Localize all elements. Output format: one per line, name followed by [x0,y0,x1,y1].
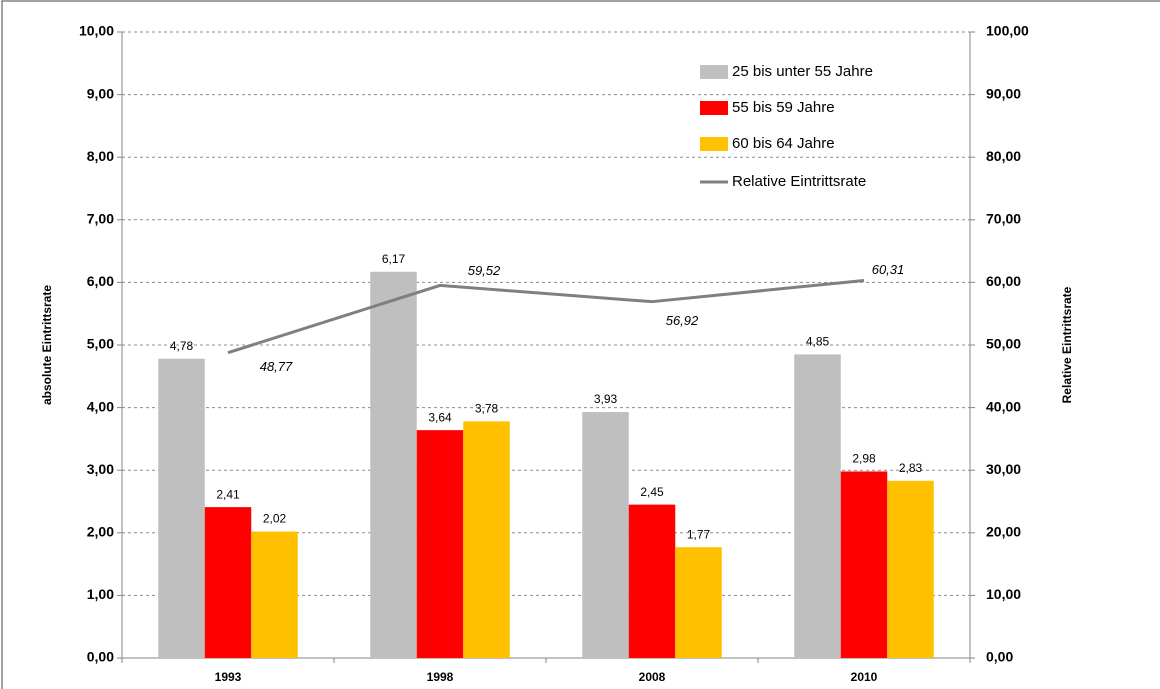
line [227,278,865,355]
legend-swatch [700,137,728,151]
bar [463,421,510,658]
value-label: 6,17 [382,252,406,266]
line-label: 60,31 [872,262,905,277]
bar [675,547,722,658]
legend-swatch [700,65,728,79]
value-label: 3,93 [594,392,618,406]
x-tick-label: 1993 [215,670,242,684]
y-axis-title: absolute Eintrittsrate [40,285,54,405]
legend-label: 55 bis 59 Jahre [732,99,835,116]
y2-tick-label: 40,00 [986,398,1021,414]
value-label: 2,02 [263,512,287,526]
value-label: 2,41 [216,487,240,501]
value-label: 4,78 [170,339,194,353]
y-tick-label: 10,00 [79,23,114,39]
x-tick-label: 1998 [427,670,454,684]
x-tick-label: 2010 [851,670,878,684]
line-label: 56,92 [666,313,699,328]
y2-tick-label: 30,00 [986,461,1021,477]
bar [840,471,888,658]
y-tick-label: 1,00 [87,586,114,602]
y-tick-label: 4,00 [87,398,114,414]
y2-tick-label: 90,00 [986,85,1021,101]
line-label: 48,77 [260,359,293,374]
bar [887,480,934,658]
y2-tick-label: 80,00 [986,148,1021,164]
y2-axis-title: Relative Eintrittsrate [1060,286,1074,403]
y2-tick-label: 60,00 [986,273,1021,289]
value-label: 3,78 [475,402,499,416]
bar [158,358,205,658]
y2-tick-label: 100,00 [986,23,1029,39]
y-tick-label: 3,00 [87,461,114,477]
y2-tick-label: 10,00 [986,586,1021,602]
legend-label: 25 bis unter 55 Jahre [732,63,873,80]
value-label: 2,45 [640,485,664,499]
value-label: 3,64 [428,410,452,424]
bar [582,411,629,658]
y2-tick-label: 50,00 [986,336,1021,352]
bar [794,354,841,658]
legend-swatch [700,101,728,115]
y2-tick-label: 20,00 [986,524,1021,540]
x-tick-label: 2008 [639,670,666,684]
bar [251,531,298,658]
legend-label: Relative Eintrittsrate [732,173,866,190]
y-tick-label: 7,00 [87,211,114,227]
y-tick-label: 8,00 [87,148,114,164]
bar [628,504,676,658]
legend-label: 60 bis 64 Jahre [732,135,835,152]
value-label: 2,83 [899,461,923,475]
bar [204,507,252,658]
line-label: 59,52 [468,263,501,278]
y-tick-label: 5,00 [87,336,114,352]
bar [370,271,417,658]
value-label: 4,85 [806,335,830,349]
bar [416,430,464,658]
y-tick-label: 0,00 [87,649,114,665]
value-label: 1,77 [687,527,711,541]
y2-tick-label: 70,00 [986,211,1021,227]
y-tick-label: 6,00 [87,273,114,289]
y-tick-label: 2,00 [87,524,114,540]
y2-tick-label: 0,00 [986,649,1013,665]
value-label: 2,98 [852,452,876,466]
y-tick-label: 9,00 [87,85,114,101]
